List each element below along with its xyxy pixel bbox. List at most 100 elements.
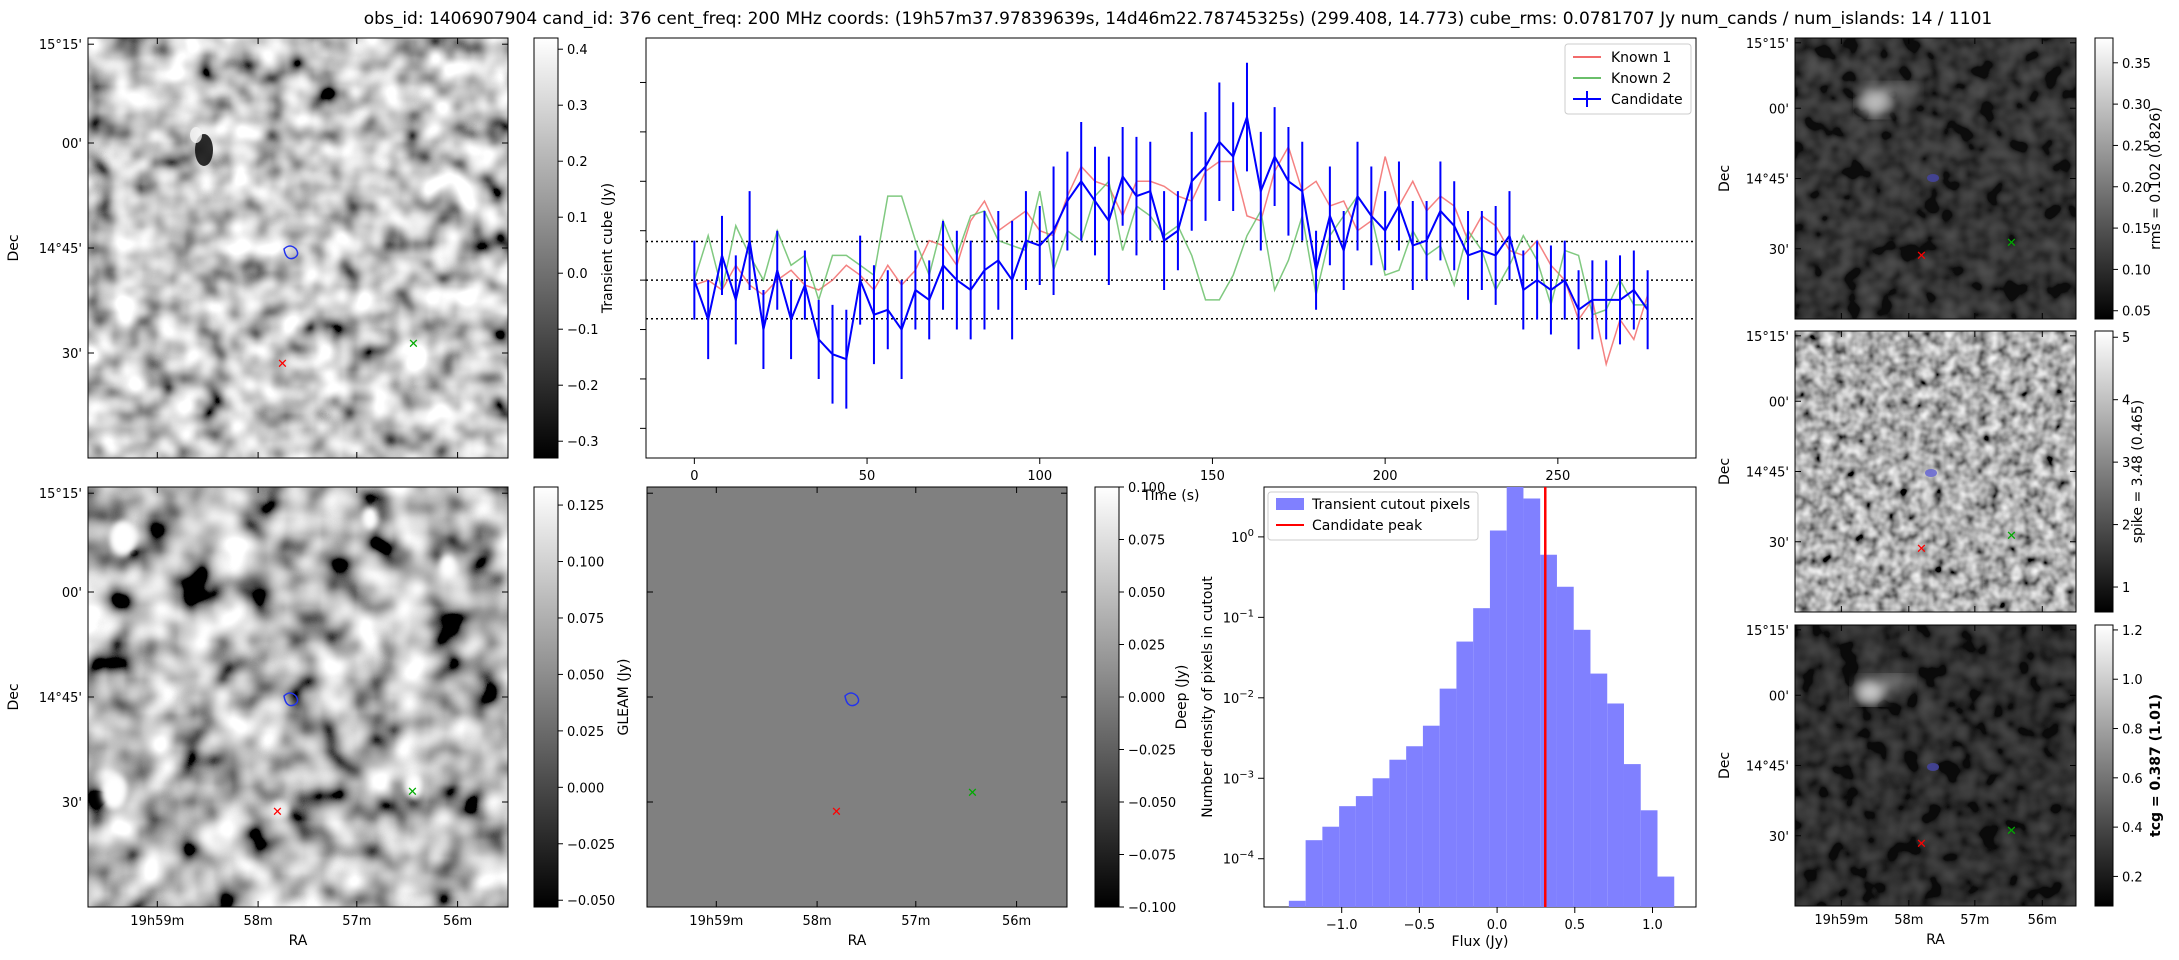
hist-bar xyxy=(1556,586,1574,907)
colorbar-transient_image xyxy=(533,37,559,459)
hist-bar xyxy=(1439,688,1457,907)
dec-axis-label: Dec xyxy=(1717,165,1733,192)
colorbar-tick-label: 0.8 xyxy=(2122,723,2143,738)
hist-x-tick-label: 0.5 xyxy=(1564,918,1585,933)
red-x-marker: ✕ xyxy=(1916,837,1927,852)
green-x-marker: ✕ xyxy=(408,337,419,352)
histogram-panel: −1.0 −0.5 0.0 0.5 1.0 100 10−1 10−2 10−3 10−4 Flu… xyxy=(1200,486,1697,950)
spike-image-panel: ✕ ✕ xyxy=(1794,330,2077,613)
deep-image-panel: ✕ ✕ xyxy=(87,486,509,908)
legend-known1: Known 1 xyxy=(1611,50,1671,66)
lc-x-tick-label: 150 xyxy=(1200,469,1225,484)
hist-bar xyxy=(1372,778,1390,907)
legend-known2: Known 2 xyxy=(1611,71,1671,87)
histogram-xlabel: Flux (Jy) xyxy=(1452,934,1509,950)
dec-tick-label: 14°45' xyxy=(1746,760,1789,775)
colorbar-rms_image xyxy=(2094,37,2114,320)
colorbar-tick-label: 0.1 xyxy=(567,211,588,226)
deep-image xyxy=(88,487,508,907)
legend-candidate: Candidate xyxy=(1611,92,1683,108)
dec-tick-label: 15°15' xyxy=(1746,37,1789,52)
dec-axis-label: Dec xyxy=(6,683,22,710)
green-x-marker: ✕ xyxy=(2006,236,2017,251)
colorbar-tick-label: −0.2 xyxy=(567,379,599,394)
hist-x-tick-label: −0.5 xyxy=(1404,918,1436,933)
image-axes: 15°15' 00' 14°45' 30' Dec 19h59m 58m 57m 56m 15°1… xyxy=(6,37,2076,949)
dec-tick-label: 00' xyxy=(1769,689,1789,704)
colorbar-tick-label: 0.6 xyxy=(2122,772,2143,787)
dec-tick-label: 00' xyxy=(62,137,82,152)
tcg-image-panel: ✕ ✕ xyxy=(1794,624,2077,907)
colorbar-tick-label: −0.075 xyxy=(1128,849,1176,864)
red-x-marker: ✕ xyxy=(277,357,288,372)
colorbar-label-tcg_image: tcg = 0.387 (1.01) xyxy=(2148,694,2164,837)
colorbar-tick-label: −0.100 xyxy=(1128,901,1176,916)
hist-bar xyxy=(1623,764,1641,907)
lightcurve-plot: 0 50 100 150 200 250 xyxy=(640,62,1696,484)
candidate-contour xyxy=(283,245,299,260)
hist-bar xyxy=(1657,876,1675,907)
hist-bar xyxy=(1456,641,1474,907)
colorbar-tick-label: 0.075 xyxy=(567,612,604,627)
hist-bar xyxy=(1590,673,1608,907)
ra-tick-label: 58m xyxy=(802,914,831,929)
colorbar-tick-label: 0.2 xyxy=(567,155,588,170)
colorbar-label-deep_image: Deep (Jy) xyxy=(1174,665,1190,730)
colorbar-gleam_image xyxy=(1094,486,1120,908)
hist-bar xyxy=(1540,554,1557,907)
hist-bar xyxy=(1506,487,1524,907)
hist-bar xyxy=(1389,759,1407,907)
colorbar-tick-label: −0.3 xyxy=(567,435,599,450)
colorbar-tick-label: 0.25 xyxy=(2122,139,2151,154)
dec-tick-label: 30' xyxy=(62,796,82,811)
dec-tick-label: 30' xyxy=(1769,536,1789,551)
colorbar-tick-label: −0.050 xyxy=(567,894,615,909)
colorbar-label-transient_image: Transient cube (Jy) xyxy=(600,183,616,314)
hist-bar xyxy=(1573,629,1591,907)
lightcurve-panel: 0 50 100 150 200 250 Time (s) Known 1 Known 2… xyxy=(640,37,1697,504)
histogram-plot: −1.0 −0.5 0.0 0.5 1.0 100 10−1 10−2 10−3 10−4 xyxy=(1223,487,1675,933)
green-x-marker: ✕ xyxy=(2006,529,2017,544)
colorbar-tick-label: 0.100 xyxy=(567,556,604,571)
colorbar-label-rms_image: rms = 0.102 (0.826) xyxy=(2148,107,2164,250)
hist-y-tick-label: 10−3 xyxy=(1223,769,1254,787)
gleam-image-panel: ✕ ✕ xyxy=(646,486,1068,908)
lightcurve-xlabel: Time (s) xyxy=(1142,488,1200,504)
transient-image xyxy=(88,38,508,458)
hist-bar xyxy=(1406,746,1423,907)
red-x-marker: ✕ xyxy=(272,805,283,820)
ra-tick-label: 58m xyxy=(1894,913,1923,928)
dec-tick-label: 15°15' xyxy=(1746,624,1789,639)
colorbar-tick-label: 0.3 xyxy=(567,99,588,114)
colorbar-tick-label: 0.2 xyxy=(2122,870,2143,885)
ra-tick-label: 57m xyxy=(901,914,930,929)
hist-bar xyxy=(1288,900,1306,907)
dec-tick-label: 00' xyxy=(1769,102,1789,117)
bright-blob xyxy=(190,127,202,143)
ra-axis-label: RA xyxy=(289,933,308,949)
hist-y-tick-label: 10−4 xyxy=(1223,850,1254,868)
hist-x-tick-label: 0.0 xyxy=(1487,918,1508,933)
ra-tick-label: 58m xyxy=(243,914,272,929)
colorbar-deep_image xyxy=(533,486,559,908)
lc-series-known-1 xyxy=(694,144,1649,368)
dec-tick-label: 14°45' xyxy=(1746,173,1789,188)
red-x-marker: ✕ xyxy=(831,805,842,820)
dec-tick-label: 30' xyxy=(1769,243,1789,258)
colorbar-tick-label: 1 xyxy=(2122,581,2130,596)
hist-bar xyxy=(1523,498,1541,907)
red-x-marker: ✕ xyxy=(1916,542,1927,557)
dec-tick-label: 15°15' xyxy=(39,487,82,502)
hist-bar xyxy=(1422,725,1440,907)
colorbar-tick-label: 0.050 xyxy=(567,668,604,683)
ra-tick-label: 19h59m xyxy=(689,914,743,929)
hist-x-tick-label: −1.0 xyxy=(1326,918,1358,933)
hist-y-tick-label: 100 xyxy=(1231,528,1254,546)
dec-tick-label: 30' xyxy=(1769,830,1789,845)
dec-tick-label: 14°45' xyxy=(1746,466,1789,481)
dark-blob xyxy=(195,134,213,166)
colorbar-tick-label: 1.0 xyxy=(2122,673,2143,688)
colorbar-tick-label: 0.025 xyxy=(1128,639,1165,654)
colorbar-tick-label: 0.000 xyxy=(567,781,604,796)
colorbar-tick-label: 0.4 xyxy=(567,43,588,58)
